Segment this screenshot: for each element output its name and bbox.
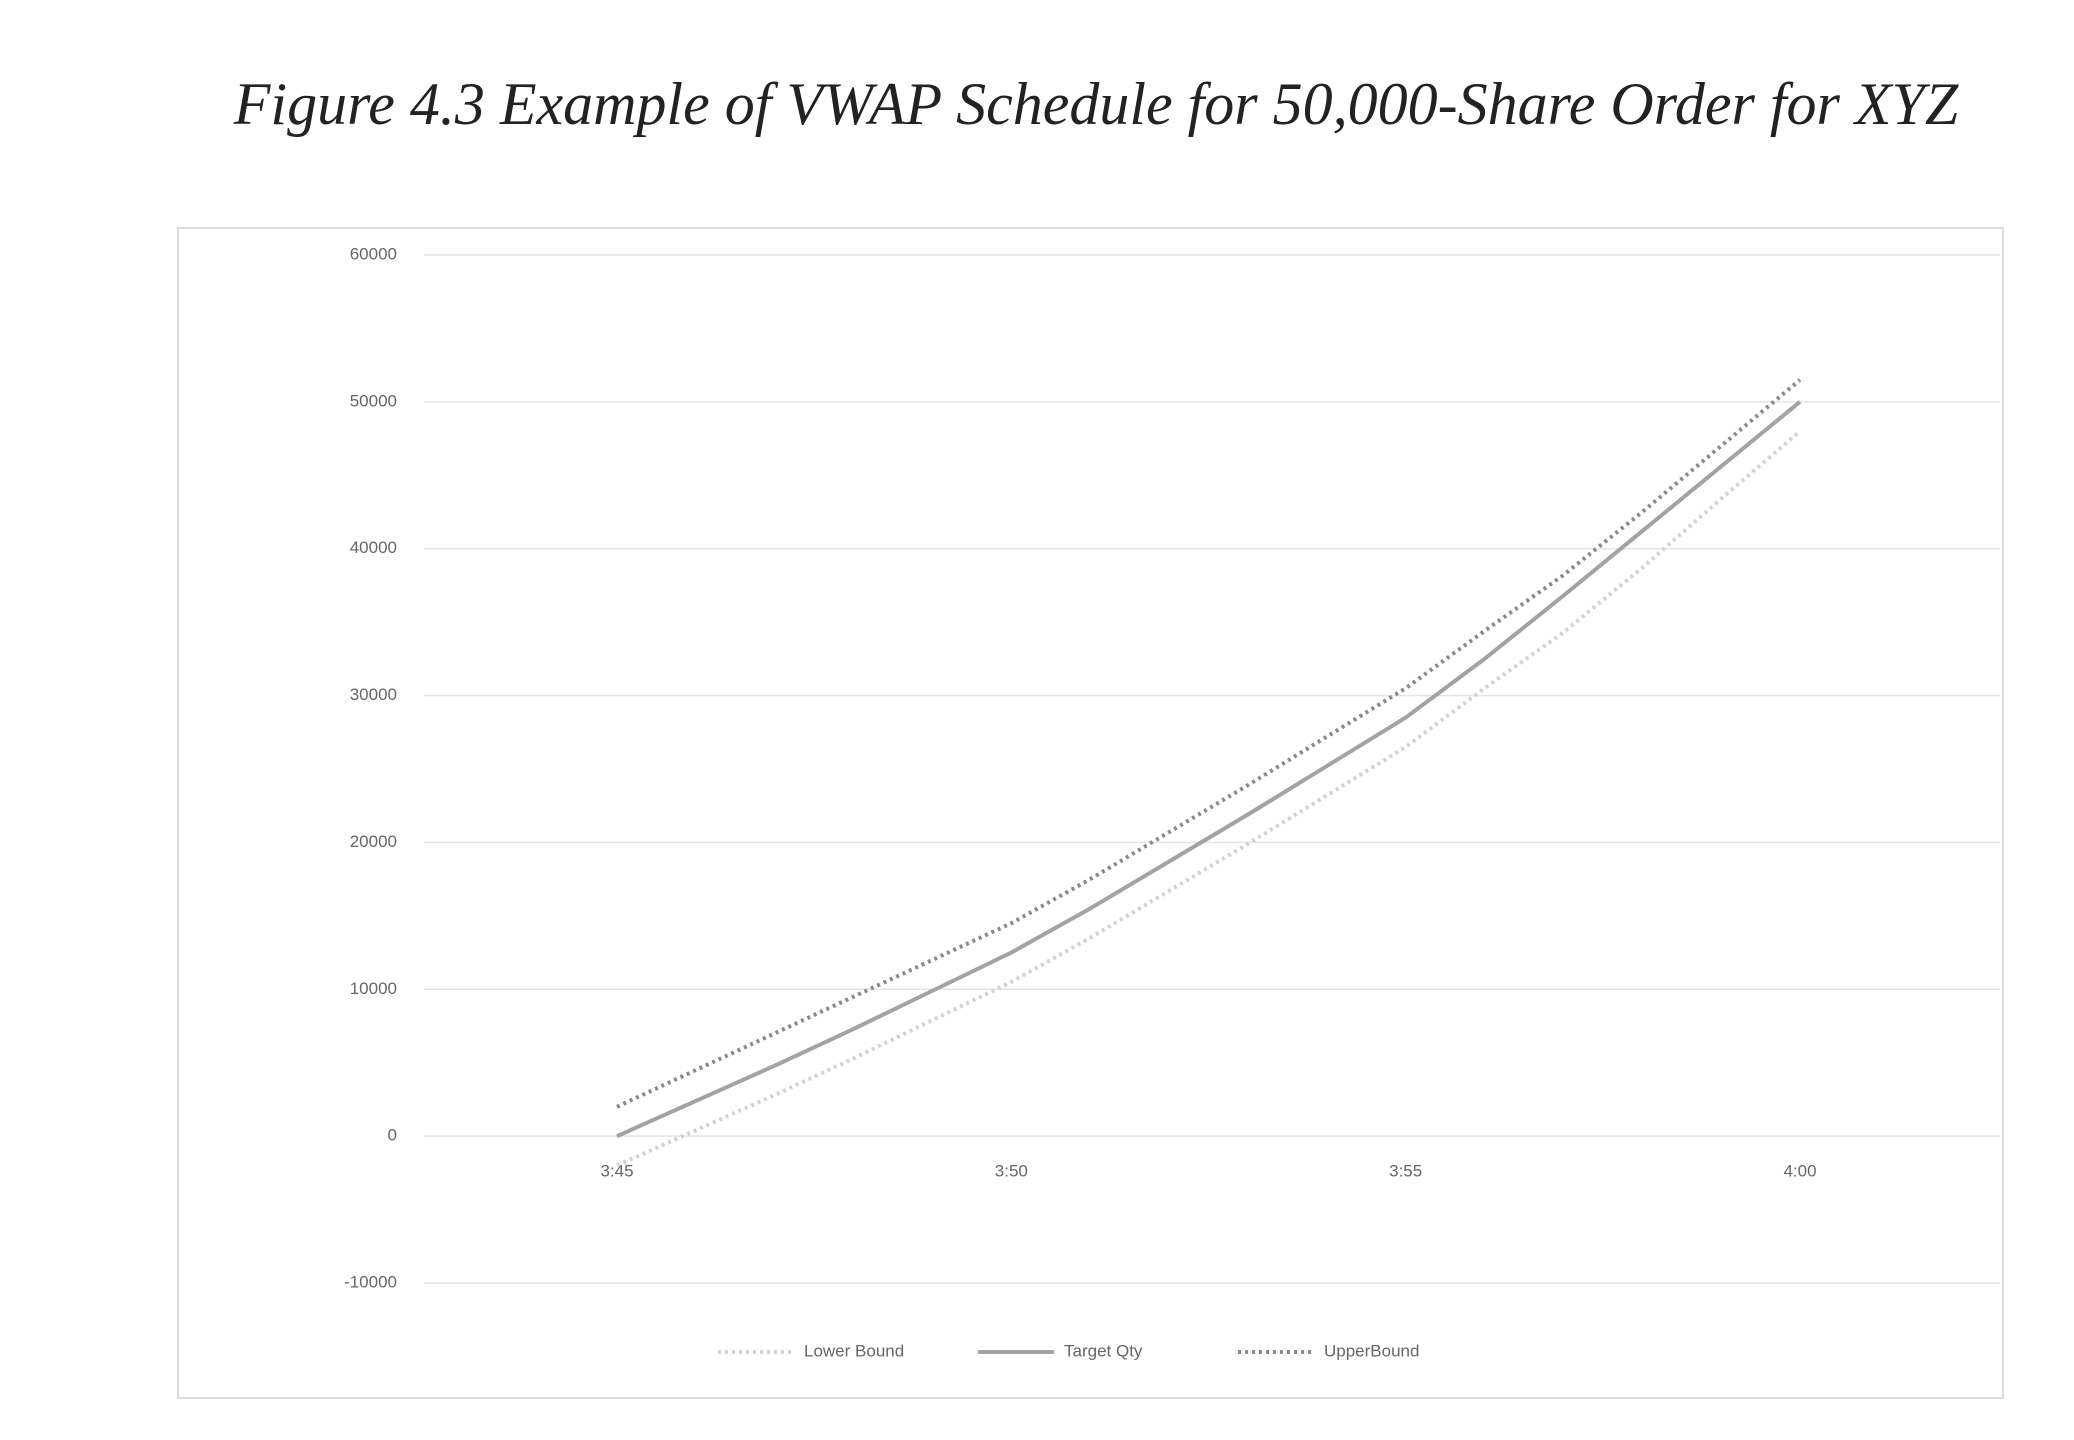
y-tick-label: 20000 xyxy=(350,832,397,851)
legend-label: UpperBound xyxy=(1324,1341,1419,1360)
chart-title: Figure 4.3 Example of VWAP Schedule for … xyxy=(233,71,1959,137)
x-tick-label: 3:50 xyxy=(995,1162,1028,1181)
y-tick-label: 60000 xyxy=(350,244,397,263)
legend-label: Lower Bound xyxy=(804,1341,904,1360)
x-tick-label: 4:00 xyxy=(1783,1162,1816,1181)
chart-frame xyxy=(177,227,2004,1399)
x-tick-label: 3:55 xyxy=(1389,1162,1422,1181)
data-line xyxy=(616,378,1802,1109)
y-tick-label: 40000 xyxy=(350,538,397,557)
y-tick-label: 30000 xyxy=(350,685,397,704)
y-tick-label: -10000 xyxy=(344,1272,397,1291)
x-tick-label: 3:45 xyxy=(600,1162,633,1181)
y-tick-label: 10000 xyxy=(350,979,397,998)
y-tick-label: 50000 xyxy=(350,391,397,410)
data-line xyxy=(616,400,1802,1138)
y-tick-label: 0 xyxy=(388,1126,397,1145)
legend-label: Target Qty xyxy=(1064,1341,1143,1360)
